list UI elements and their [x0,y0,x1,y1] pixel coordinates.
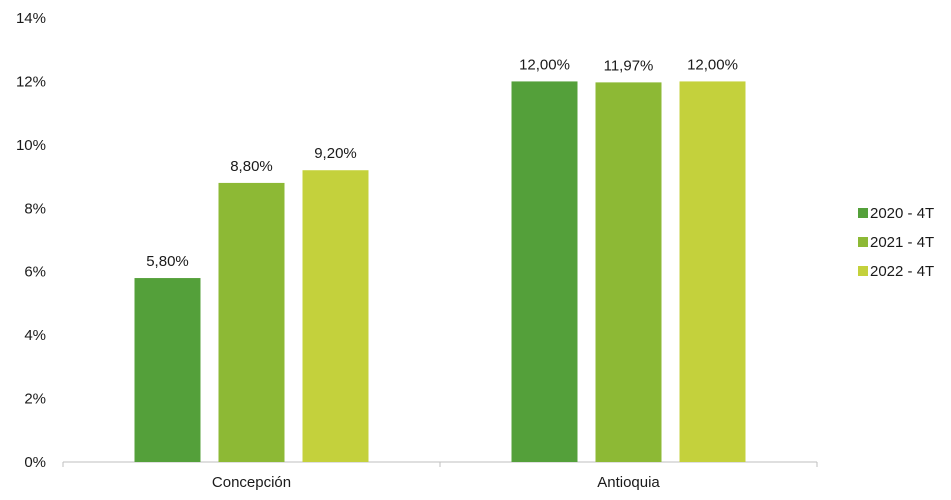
x-axis: Concepción Antioquia [62,461,818,491]
y-tick-label: 14% [16,10,46,27]
data-label: 11,97% [604,57,654,74]
bar [595,82,662,462]
y-tick-label: 10% [16,137,46,154]
bar [511,81,578,462]
y-axis: 0% 2% 4% 6% 8% 10% 12% 14% [16,10,46,471]
bar [218,182,285,462]
data-label: 9,20% [314,145,357,162]
data-label: 8,80% [230,158,273,175]
legend-swatch [858,237,868,247]
y-tick-label: 0% [24,454,46,471]
category-label: Concepción [212,474,291,491]
bar [679,81,746,462]
legend-swatch [858,208,868,218]
y-tick-label: 4% [24,327,46,344]
y-tick-label: 8% [24,200,46,217]
bar [302,170,369,462]
legend: 2020 - 4T 2021 - 4T 2022 - 4T [858,205,934,280]
legend-swatch [858,266,868,276]
y-tick-label: 12% [16,73,46,90]
data-label: 12,00% [687,56,738,73]
data-label: 12,00% [519,56,570,73]
y-tick-label: 6% [24,264,46,281]
legend-label: 2020 - 4T [870,205,934,222]
bars [134,81,746,462]
category-label: Antioquia [597,474,660,491]
data-label: 5,80% [146,253,189,270]
legend-label: 2021 - 4T [870,234,934,251]
data-labels: 5,80% 8,80% 9,20% 12,00% 11,97% 12,00% [146,56,738,270]
y-tick-label: 2% [24,391,46,408]
legend-label: 2022 - 4T [870,263,934,280]
bar [134,278,201,462]
